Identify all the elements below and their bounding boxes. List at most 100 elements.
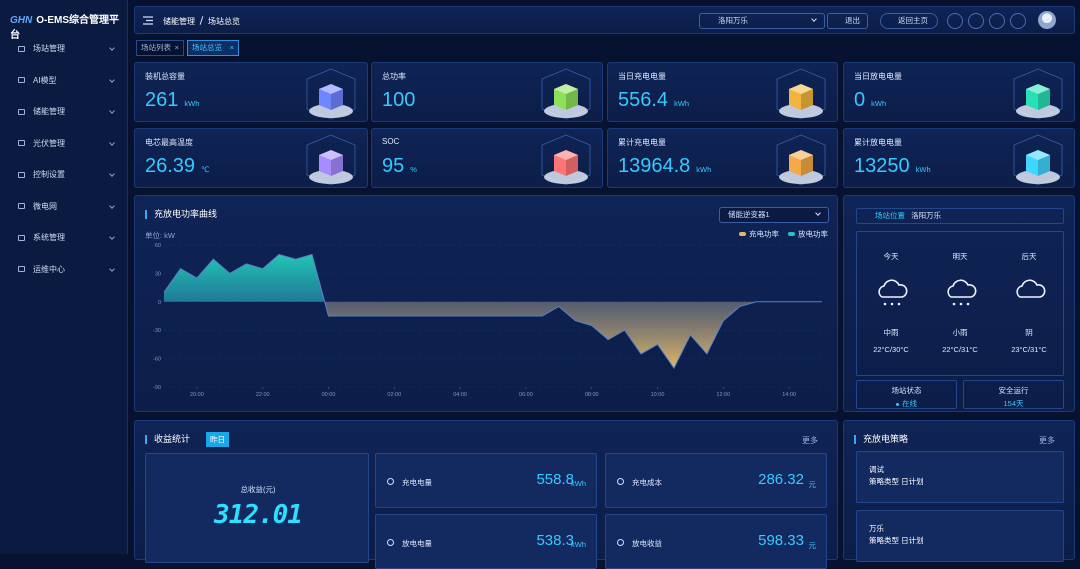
fullscreen-button[interactable] bbox=[968, 13, 984, 29]
revenue-icon bbox=[387, 539, 394, 546]
x-tick-label: 08:00 bbox=[585, 392, 599, 398]
home-button[interactable]: 返回主页 bbox=[880, 13, 938, 29]
tab-close: × bbox=[174, 43, 179, 52]
more-link[interactable]: 更多 bbox=[802, 436, 818, 445]
kpi-value-row: 95% bbox=[382, 155, 417, 178]
total-revenue-value: 312.01 bbox=[214, 500, 303, 530]
cloud bbox=[878, 279, 908, 298]
station-select[interactable]: 洛阳万乐 bbox=[699, 13, 825, 29]
icon-side bbox=[331, 89, 343, 110]
icon-base bbox=[779, 104, 823, 118]
icon-side bbox=[801, 89, 813, 110]
nav-item[interactable]: 光伏管理 bbox=[18, 137, 115, 151]
breadcrumb-item[interactable]: 储能管理 bbox=[163, 17, 195, 26]
revenue-item: 放电电量 538.3 kWh bbox=[375, 514, 597, 569]
screen-button[interactable] bbox=[989, 13, 1005, 29]
status-label: 场站状态 bbox=[891, 386, 922, 395]
area-negative bbox=[324, 301, 757, 369]
logout-button[interactable]: 退出 bbox=[827, 13, 868, 29]
weather-day: 后天 bbox=[1021, 252, 1037, 261]
kpi-unit: kWh bbox=[871, 99, 887, 108]
icon-box bbox=[1026, 150, 1050, 176]
weather-temp: 22°C/30°C bbox=[873, 345, 909, 354]
kpi-label: 电芯最高温度 bbox=[145, 138, 193, 147]
icon-top bbox=[789, 84, 813, 94]
kpi-card: 当日充电电量 556.4 kWh bbox=[607, 62, 838, 122]
avatar[interactable] bbox=[1038, 11, 1056, 29]
icon-top bbox=[789, 150, 813, 160]
weather-condition: 小雨 bbox=[952, 328, 968, 337]
strategy-item[interactable]: 万乐 策略类型 日计划 bbox=[856, 510, 1064, 562]
period-tag[interactable]: 昨日 bbox=[206, 432, 229, 447]
weather-temp: 22°C/31°C bbox=[942, 345, 978, 354]
status-value: 在线 bbox=[902, 399, 917, 408]
revenue-value: 286.32 bbox=[758, 471, 804, 488]
nav-item[interactable]: 控制设置 bbox=[18, 168, 115, 182]
weather-icon bbox=[1016, 279, 1046, 298]
icon-top bbox=[554, 84, 578, 94]
icon-base bbox=[309, 104, 353, 118]
kpi-icon bbox=[776, 68, 826, 120]
legend-label: 放电功率 bbox=[798, 229, 828, 239]
tab-close: × bbox=[229, 43, 234, 52]
more-link[interactable]: 更多 bbox=[1039, 436, 1055, 445]
search-button[interactable] bbox=[947, 13, 963, 29]
icon-box bbox=[319, 150, 343, 176]
nav-chevron bbox=[109, 265, 115, 272]
strategy-item[interactable]: 调试 策略类型 日计划 bbox=[856, 451, 1064, 503]
kpi-icon bbox=[306, 134, 356, 186]
nav-item[interactable]: AI模型 bbox=[18, 74, 115, 88]
raindrop bbox=[966, 302, 970, 306]
icon-box bbox=[554, 150, 578, 176]
menu-icon[interactable] bbox=[143, 16, 153, 25]
x-tick-label: 12:00 bbox=[716, 392, 730, 398]
kpi-value-row: 556.4 kWh bbox=[618, 89, 689, 112]
nav-chevron bbox=[109, 139, 115, 146]
y-tick-label: -30 bbox=[153, 328, 161, 334]
panel-title: 充放电功率曲线 bbox=[145, 210, 217, 219]
tab[interactable]: 场站列表 × bbox=[136, 40, 184, 56]
home-text: 返回主页 bbox=[898, 16, 928, 25]
icon-base bbox=[1016, 170, 1060, 184]
icon-base bbox=[544, 170, 588, 184]
nav-label: 储能管理 bbox=[33, 107, 65, 116]
revenue-label: 充电电量 bbox=[402, 478, 432, 487]
nav-item[interactable]: 运维中心 bbox=[18, 263, 115, 277]
kpi-icon bbox=[1013, 68, 1063, 120]
logo-text: O-EMS综合管理平台 bbox=[10, 15, 120, 41]
nav-icon bbox=[18, 234, 25, 241]
tab[interactable]: 场站总览 × bbox=[187, 40, 239, 56]
x-tick-label: 06:00 bbox=[519, 392, 533, 398]
nav-item[interactable]: 场站管理 bbox=[18, 42, 115, 56]
status-card: 场站状态 在线 bbox=[856, 380, 957, 409]
kpi-value-row: 261 kWh bbox=[145, 89, 199, 112]
kpi-card: 累计充电电量 13964.8 kWh bbox=[607, 128, 838, 188]
kpi-unit: kWh bbox=[674, 99, 690, 108]
raindrop bbox=[897, 302, 901, 306]
logo-mark: GHN bbox=[10, 15, 33, 26]
tab-label: 场站列表 bbox=[141, 43, 171, 52]
nav-item[interactable]: 系统管理 bbox=[18, 231, 115, 245]
nav-label: 系统管理 bbox=[33, 233, 65, 242]
icon-side bbox=[1038, 89, 1050, 110]
nav-item[interactable]: 储能管理 bbox=[18, 105, 115, 119]
icon-frame bbox=[776, 68, 826, 120]
dropdown-arrow bbox=[811, 16, 817, 22]
panel-title: 充放电策略 bbox=[854, 435, 908, 444]
x-tick-label: 10:00 bbox=[651, 392, 665, 398]
power-chart-panel: 充放电功率曲线 单位: kW 储能逆变器1 60 30 0 -30 -60 -90 20:0… bbox=[134, 195, 838, 412]
location-name: 洛阳万乐 bbox=[911, 211, 942, 220]
mute-button[interactable] bbox=[1010, 13, 1026, 29]
area-positive bbox=[164, 254, 822, 302]
inverter-select[interactable]: 储能逆变器1 bbox=[719, 207, 829, 223]
strategy-detail: 策略类型 日计划 bbox=[869, 477, 924, 486]
kpi-value-row: 13250 kWh bbox=[854, 155, 931, 178]
panel-title: 收益统计 bbox=[145, 435, 190, 444]
kpi-value: 100 bbox=[382, 89, 416, 111]
kpi-value-row: 13964.8 kWh bbox=[618, 155, 711, 178]
icon-base bbox=[309, 170, 353, 184]
nav-item[interactable]: 微电网 bbox=[18, 200, 115, 214]
revenue-icon bbox=[617, 539, 624, 546]
cloud bbox=[1016, 279, 1046, 298]
